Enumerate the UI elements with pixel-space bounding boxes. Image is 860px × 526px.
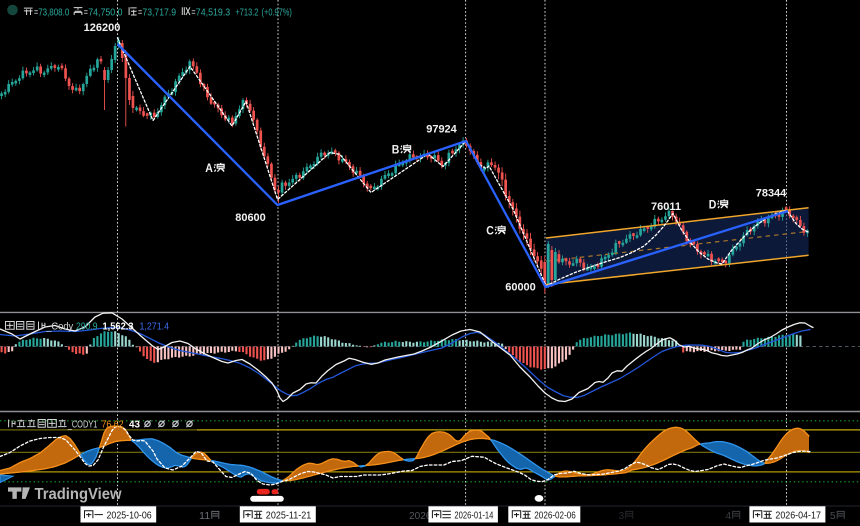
svg-text:2025-11-21: 2025-11-21 [266,509,312,521]
svg-text:2025-10-06: 2025-10-06 [107,509,152,521]
svg-text:_CODY1: _CODY1 [67,419,98,431]
svg-text:+713.2: +713.2 [235,6,258,18]
svg-text:97924: 97924 [426,124,457,136]
svg-text:1,562.3: 1,562.3 [103,321,134,333]
svg-text:2026: 2026 [409,511,432,522]
svg-text:_Cody: _Cody [45,321,74,333]
svg-text:(+0.97%): (+0.97%) [262,6,292,18]
svg-text:5: 5 [830,511,836,522]
svg-text:290.9: 290.9 [76,321,98,333]
svg-text:80600: 80600 [235,212,266,224]
svg-text:A: A [205,161,213,175]
svg-text:B: B [392,143,400,157]
svg-text:2026-02-06: 2026-02-06 [534,509,576,521]
svg-text:C: C [486,224,494,238]
svg-text:76011: 76011 [651,201,681,213]
svg-text:60000: 60000 [505,282,536,294]
svg-text:D: D [709,198,717,212]
svg-text:TradingView: TradingView [35,486,123,503]
svg-text:=: = [138,6,142,18]
svg-text:78344: 78344 [756,188,787,200]
svg-text:43: 43 [129,419,140,431]
svg-text:4: 4 [726,511,732,522]
svg-text:76.62: 76.62 [102,419,124,431]
svg-text:74,519.3: 74,519.3 [196,6,231,18]
svg-text:73,808.0: 73,808.0 [38,6,69,18]
svg-text:126200: 126200 [84,22,121,34]
svg-text:11: 11 [199,511,211,522]
svg-text:1,271.4: 1,271.4 [140,321,170,333]
svg-text:74,750.0: 74,750.0 [88,6,123,18]
svg-text:2026-04-17: 2026-04-17 [775,509,821,521]
svg-text:2026-01-14: 2026-01-14 [454,509,493,521]
svg-text:=: = [191,6,195,18]
svg-text:3: 3 [619,511,625,522]
svg-text:=: = [34,6,38,18]
svg-text:73,717.9: 73,717.9 [142,6,176,18]
svg-text:=: = [84,6,88,18]
